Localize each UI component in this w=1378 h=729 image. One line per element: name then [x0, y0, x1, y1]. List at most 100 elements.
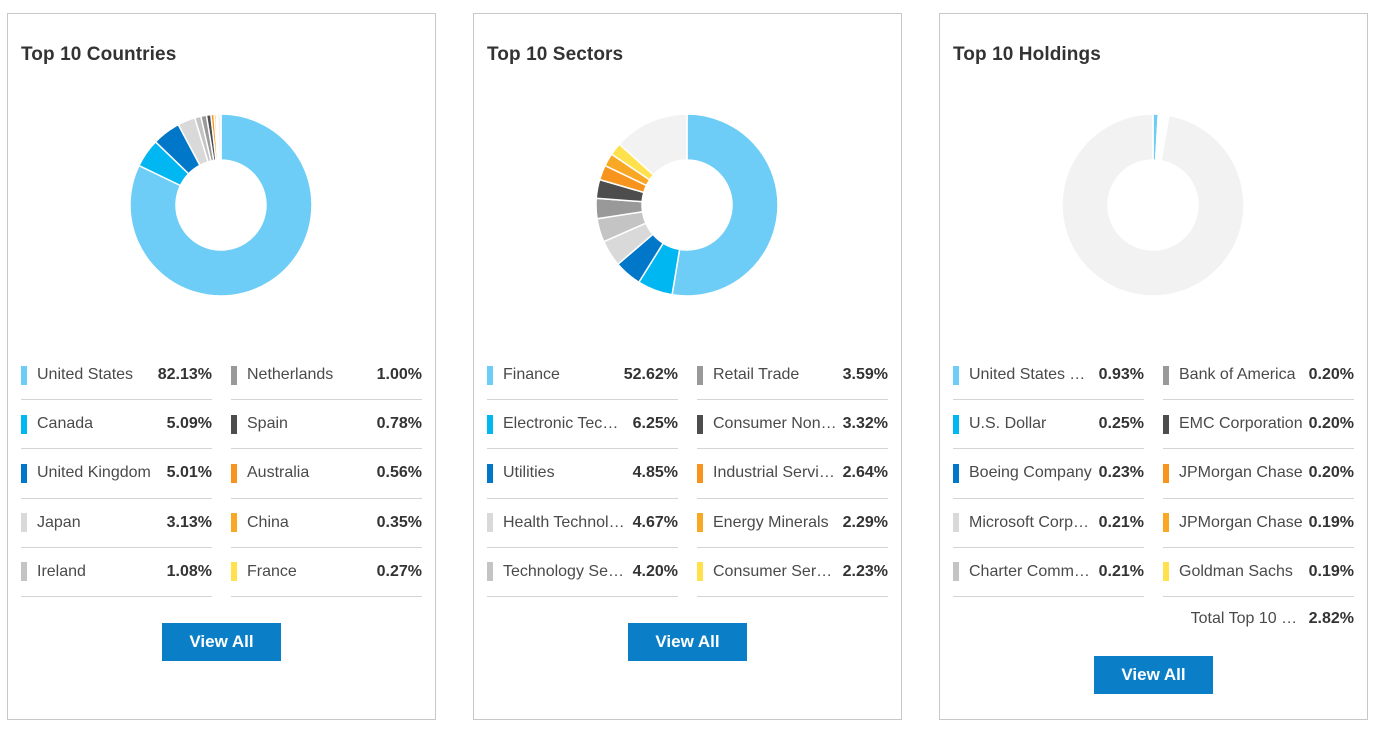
legend-value: 3.13%: [166, 513, 212, 531]
legend-swatch: [487, 463, 493, 483]
legend-value: 1.08%: [166, 562, 212, 580]
legend-value: 4.67%: [632, 513, 678, 531]
legend-item: Canada 5.09%: [21, 400, 212, 450]
legend-item: Utilities 4.85%: [487, 449, 678, 499]
donut-slice-other: [216, 113, 222, 161]
legend-swatch: [21, 414, 27, 434]
legend-item: JPMorgan Chase 0.20%: [1163, 449, 1354, 499]
legend-value: 0.20%: [1308, 464, 1354, 482]
legend-value: 2.29%: [842, 513, 888, 531]
view-all-countries-button[interactable]: View All: [162, 623, 281, 661]
legend-item: Consumer Services 2.23%: [697, 548, 888, 597]
legend-value: 4.20%: [632, 562, 678, 580]
legend-label: Health Technology: [503, 513, 633, 531]
legend-label: Retail Trade: [713, 366, 800, 384]
legend-label: EMC Corporation: [1179, 415, 1303, 433]
legend-row: Ireland 1.08% France 0.27%: [21, 548, 422, 597]
legend-row: U.S. Dollar 0.25% EMC Corporation 0.20%: [953, 400, 1354, 450]
legend-label: JPMorgan Chase: [1179, 513, 1303, 531]
legend-label: Japan: [37, 513, 81, 531]
legend-label: Energy Minerals: [713, 513, 829, 531]
legend-value: 0.19%: [1308, 513, 1354, 531]
holdings-legend: United States Treasury0.93% Bank of Ameri…: [953, 351, 1354, 597]
legend-row: United States 82.13% Netherlands 1.00%: [21, 351, 422, 401]
legend-value: 0.20%: [1308, 415, 1354, 433]
legend-swatch: [953, 414, 959, 434]
countries-card: Top 10 Countries United States 82.13% Neth…: [7, 13, 436, 720]
legend-swatch: [487, 513, 493, 533]
legend-value: 0.23%: [1098, 464, 1144, 482]
legend-item: Energy Minerals 2.29%: [697, 499, 888, 548]
legend-item: Boeing Company 0.23%: [953, 449, 1144, 499]
legend-swatch: [697, 463, 703, 483]
legend-value: 2.64%: [842, 464, 888, 482]
holdings-donut-chart: [1061, 113, 1245, 297]
total-label: Total Top 10 Weighting: [1190, 610, 1303, 627]
legend-item: Goldman Sachs 0.19%: [1163, 548, 1354, 597]
legend-label: Consumer Non-Durables: [713, 415, 843, 433]
card-title: Top 10 Sectors: [487, 44, 624, 65]
legend-swatch: [953, 562, 959, 582]
sectors-card: Top 10 Sectors Finance 52.62% Retail Trade…: [473, 13, 902, 720]
legend-item: France 0.27%: [231, 548, 422, 597]
legend-item: EMC Corporation 0.20%: [1163, 400, 1354, 450]
legend-swatch: [487, 562, 493, 582]
legend-swatch: [231, 414, 237, 434]
legend-value: 5.09%: [166, 415, 212, 433]
donut-slice-1: [129, 113, 313, 297]
legend-label: Netherlands: [247, 366, 334, 384]
view-all-sectors-button[interactable]: View All: [628, 623, 747, 661]
legend-row: Finance 52.62% Retail Trade 3.59%: [487, 351, 888, 401]
legend-swatch: [953, 365, 959, 385]
legend-swatch: [1163, 562, 1169, 582]
legend-label: Industrial Services: [713, 464, 843, 482]
legend-label: United Kingdom: [37, 464, 151, 482]
legend-value: 0.21%: [1098, 513, 1144, 531]
legend-item: Netherlands 1.00%: [231, 351, 422, 401]
legend-label: Microsoft Corporation: [969, 513, 1099, 531]
legend-swatch: [697, 365, 703, 385]
countries-legend: United States 82.13% Netherlands 1.00% Canad…: [21, 351, 422, 597]
legend-item: Bank of America 0.20%: [1163, 351, 1354, 401]
legend-value: 0.20%: [1308, 366, 1354, 384]
legend-swatch: [1163, 513, 1169, 533]
legend-label: Bank of America: [1179, 366, 1296, 384]
legend-label: Canada: [37, 415, 94, 433]
legend-swatch: [21, 562, 27, 582]
legend-value: 0.78%: [376, 415, 422, 433]
total-value: 2.82%: [1308, 610, 1354, 627]
total-top-10-row: Total Top 10 Weighting 2.82%: [1191, 610, 1354, 628]
legend-value: 4.85%: [632, 464, 678, 482]
legend-label: Electronic Technology: [503, 415, 633, 433]
legend-row: Charter Communications0.21% Goldman Sachs…: [953, 548, 1354, 597]
legend-item: China 0.35%: [231, 499, 422, 548]
legend-row: Boeing Company 0.23% JPMorgan Chase 0.20%: [953, 449, 1354, 499]
legend-item: Japan 3.13%: [21, 499, 212, 548]
legend-item: United States Treasury0.93%: [953, 351, 1144, 401]
view-all-holdings-button[interactable]: View All: [1094, 656, 1213, 694]
legend-label: France: [247, 562, 297, 580]
legend-label: Technology Services: [503, 562, 633, 580]
legend-value: 52.62%: [623, 366, 678, 384]
legend-item: U.S. Dollar 0.25%: [953, 400, 1144, 450]
legend-item: Health Technology 4.67%: [487, 499, 678, 548]
legend-row: Utilities 4.85% Industrial Services 2.64%: [487, 449, 888, 499]
legend-swatch: [487, 414, 493, 434]
legend-item: United Kingdom 5.01%: [21, 449, 212, 499]
legend-row: Electronic Technology6.25% Consumer Non-D…: [487, 400, 888, 450]
legend-label: Goldman Sachs: [1179, 562, 1293, 580]
legend-label: Utilities: [503, 464, 555, 482]
legend-item: Industrial Services 2.64%: [697, 449, 888, 499]
legend-swatch: [21, 365, 27, 385]
legend-item: Electronic Technology6.25%: [487, 400, 678, 450]
donut-slice-other: [1061, 113, 1245, 297]
legend-item: Technology Services4.20%: [487, 548, 678, 597]
legend-row: Health Technology 4.67% Energy Minerals 2.2…: [487, 499, 888, 548]
legend-swatch: [1163, 463, 1169, 483]
legend-value: 0.56%: [376, 464, 422, 482]
legend-swatch: [953, 513, 959, 533]
legend-swatch: [231, 463, 237, 483]
donut-slice-1: [671, 113, 779, 297]
